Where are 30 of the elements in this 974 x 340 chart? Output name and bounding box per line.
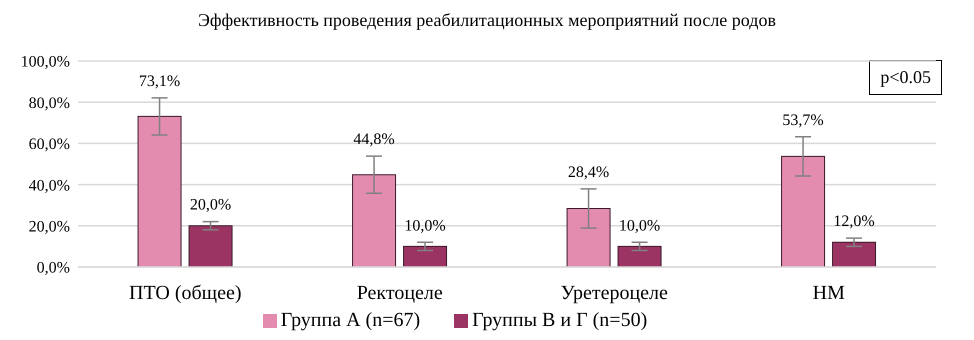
x-tick-label: ПТО (общее) [129,282,242,304]
y-tick-label: 20,0% [28,218,70,236]
annotation: p<0.05 [869,60,942,95]
data-label: 73,1% [138,72,180,90]
bar [352,174,396,267]
legend-label: Группа А (n=67) [280,309,420,331]
data-label: 10,0% [618,217,660,234]
chart-title: Эффективность проведения реабилитационных мероприятний после родов [197,10,777,31]
data-label: 10,0% [404,217,446,234]
bar [781,156,826,267]
bar [138,116,182,267]
data-label: 20,0% [190,196,232,214]
legend-label: Группы В и Г (n=50) [472,309,648,331]
data-label: 12,0% [833,213,875,230]
bar [403,246,448,267]
y-tick-label: 40,0% [28,177,70,194]
y-tick-label: 0,0% [36,260,70,277]
y-tick-label: 60,0% [28,136,70,154]
x-tick-label: НМ [812,282,846,304]
bar [832,242,876,267]
x-tick-label: Ректоцеле [356,282,443,304]
data-label: 53,7% [782,112,824,129]
y-tick-label: 80,0% [28,94,70,112]
x-tick-label: Уретероцеле [560,282,668,304]
bar [618,246,662,267]
bar [566,208,611,267]
data-label: 28,4% [568,164,610,181]
y-tick-label: 100,0% [20,54,70,71]
bar [188,225,233,267]
data-label: 44,8% [353,131,395,148]
